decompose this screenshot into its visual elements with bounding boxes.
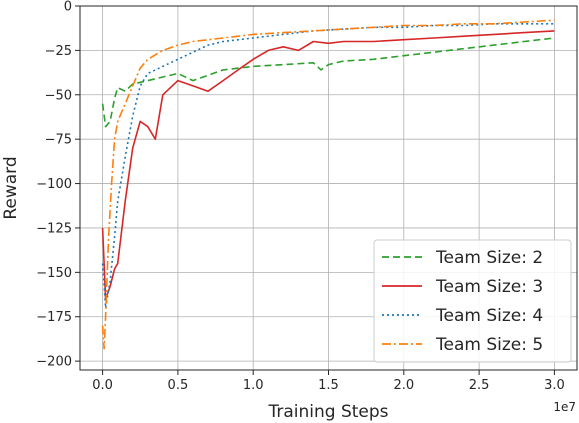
y-tick-label: −75 <box>45 133 72 148</box>
series-line-team-size-5 <box>101 19 555 350</box>
y-axis: 0 −25 −50 −75 −100 −125 −150 −175 −200 <box>36 0 80 370</box>
series-line-team-size-4 <box>101 22 555 309</box>
legend-label: Team Size: 4 <box>435 306 543 326</box>
legend-label: Team Size: 5 <box>435 335 543 355</box>
x-axis: 0.0 0.5 1.0 1.5 2.0 2.5 3.0 <box>92 370 565 393</box>
legend-box <box>373 239 572 363</box>
y-tick-label: −150 <box>36 266 72 281</box>
x-tick-label: 3.0 <box>544 378 565 393</box>
series-line-team-size-3 <box>101 30 555 300</box>
x-tick-label: 1.5 <box>318 378 339 393</box>
x-tick-label: 0.0 <box>92 378 113 393</box>
y-tick-label: −175 <box>36 310 72 325</box>
y-tick-label: −25 <box>45 44 72 59</box>
x-tick-label: 0.5 <box>168 378 189 393</box>
y-tick-label: −125 <box>36 221 72 236</box>
x-tick-label: 1.0 <box>243 378 264 393</box>
y-tick-label: −50 <box>45 88 72 103</box>
y-axis-label: Reward <box>1 156 21 219</box>
x-tick-label: 2.5 <box>469 378 490 393</box>
x-axis-label: Training Steps <box>267 402 388 422</box>
x-tick-label: 2.0 <box>393 378 414 393</box>
legend: Team Size: 2 Team Size: 3 Team Size: 4 Team… <box>373 239 572 363</box>
legend-label: Team Size: 2 <box>435 248 543 268</box>
y-tick-label: −100 <box>36 177 72 192</box>
y-tick-label: −200 <box>36 355 72 370</box>
legend-label: Team Size: 3 <box>435 277 543 297</box>
series-layer <box>101 19 555 350</box>
y-tick-label: 0 <box>64 0 72 15</box>
x-axis-offset-label: 1e7 <box>553 400 576 414</box>
